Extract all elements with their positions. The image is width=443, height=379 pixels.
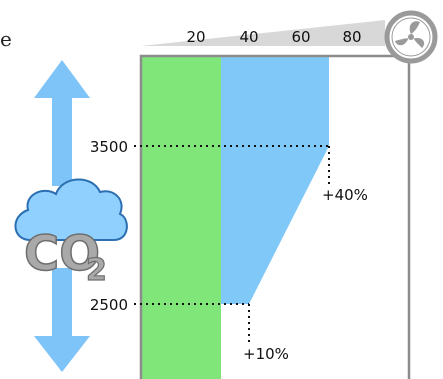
level-2500: 2500 +10% (90, 296, 289, 363)
cloud-icon (14, 178, 128, 241)
double-arrow-icon (34, 60, 90, 372)
co2-label: CO 2 (23, 225, 107, 288)
cropped-text: e (0, 27, 12, 51)
co2-ramp-region (221, 56, 329, 379)
fan-speed-scale-wedge (141, 20, 385, 46)
co2-label-main: CO (24, 226, 100, 282)
base-ventilation-region (141, 56, 221, 379)
tick-label: 40 (239, 28, 258, 46)
tick-label: 60 (291, 28, 310, 46)
co2-label-subscript: 2 (86, 253, 107, 288)
tick-label: 80 (342, 28, 361, 46)
tick-label: 20 (186, 28, 205, 46)
ppm-label: 2500 (90, 296, 128, 314)
fan-icon (384, 10, 438, 64)
ppm-label: 3500 (90, 138, 128, 156)
level-3500: 3500 +40% (90, 138, 368, 204)
chart-frame (139, 54, 411, 379)
fan-increase-label: +40% (322, 186, 368, 204)
fan-speed-ticks: 20 40 60 80 (186, 28, 361, 46)
fan-increase-label: +10% (243, 345, 289, 363)
